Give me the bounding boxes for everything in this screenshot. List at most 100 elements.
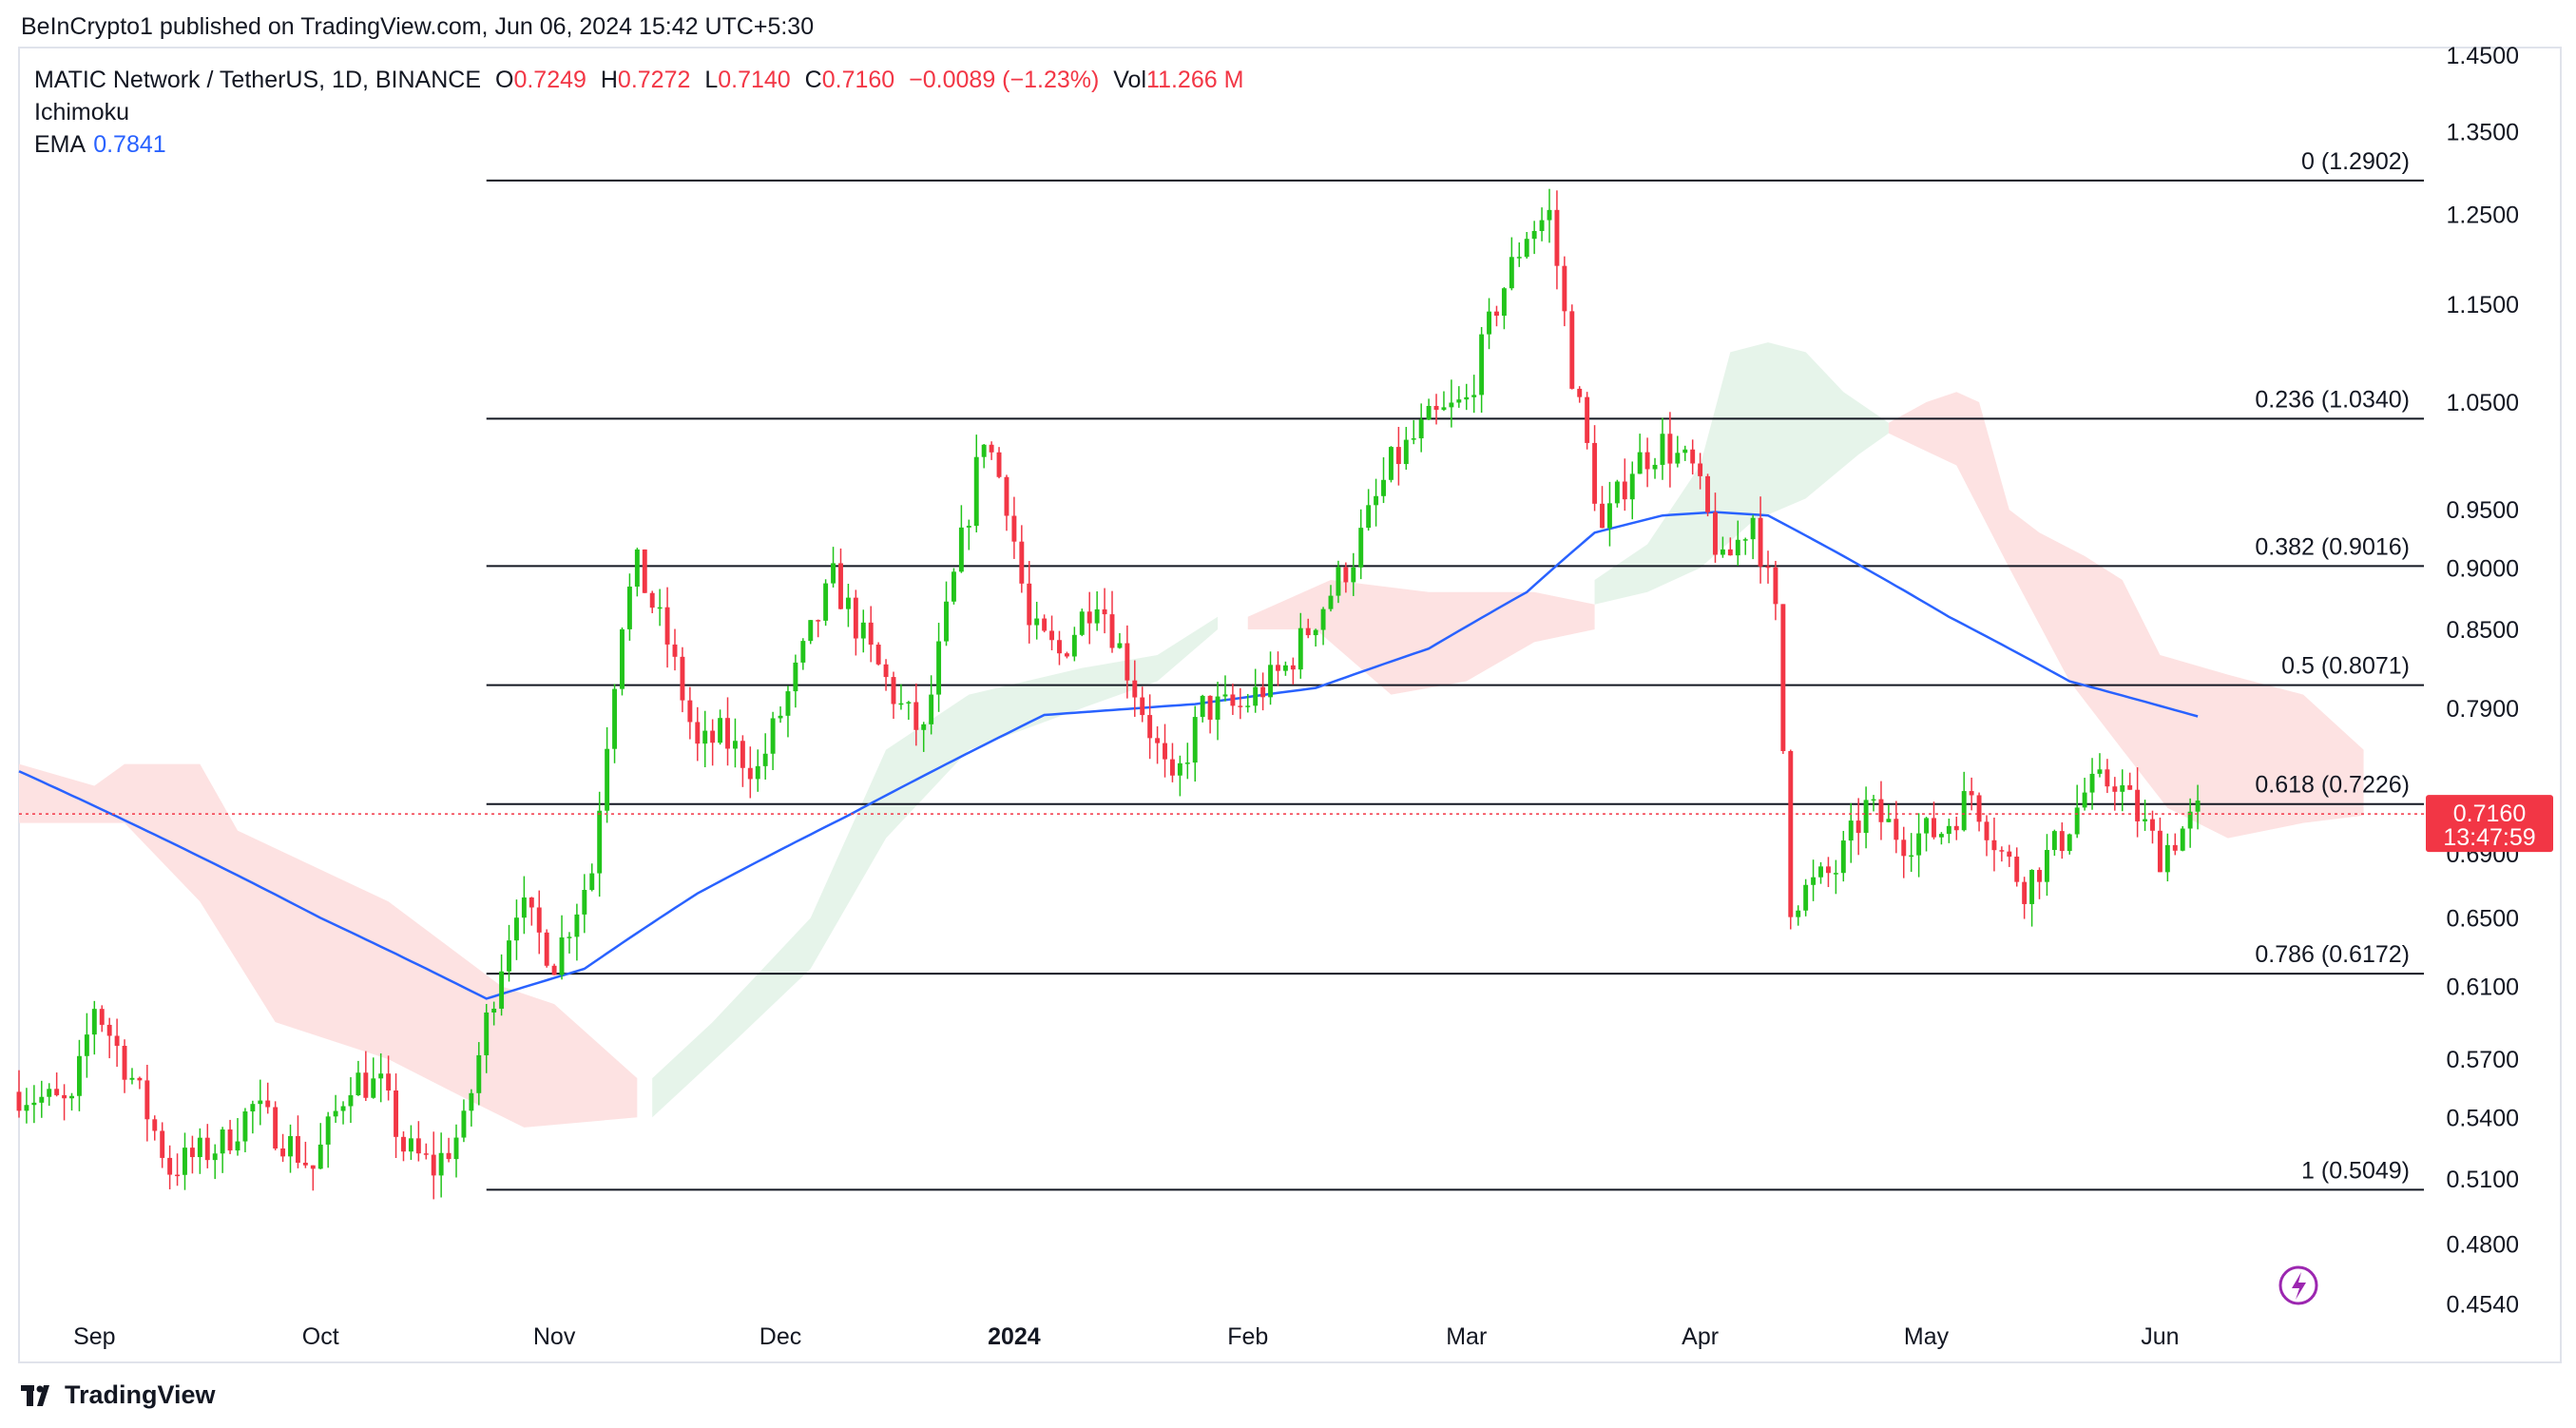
ohlc-open: O0.7249 (494, 67, 586, 93)
ohlc-close: C0.7160 (804, 67, 895, 93)
candle (1479, 326, 1485, 414)
candle (996, 447, 1002, 479)
lightning-icon[interactable] (2278, 1265, 2318, 1305)
candle (1034, 601, 1040, 640)
candle (642, 549, 647, 593)
candle (1192, 705, 1198, 782)
candle (2105, 759, 2110, 794)
candle (280, 1133, 286, 1163)
candle (1071, 627, 1077, 662)
candle (1585, 392, 1590, 450)
candle (227, 1119, 233, 1154)
candle (1177, 755, 1182, 797)
time-axis[interactable]: Sep Oct Nov Dec 2024 Feb Mar Apr May Jun (73, 1323, 2180, 1350)
time-tick-label: Jun (2141, 1323, 2179, 1350)
candle (1260, 672, 1266, 711)
candle (906, 701, 912, 721)
candle (2135, 767, 2141, 838)
candle (84, 1013, 89, 1078)
candle (258, 1079, 263, 1126)
candle (567, 932, 572, 954)
candle (2067, 833, 2072, 855)
price-tick-label: 1.1500 (2447, 292, 2519, 318)
indicator-ema[interactable]: EMA 0.7841 (34, 131, 166, 158)
candle (1411, 419, 1416, 445)
candle (1698, 453, 1703, 490)
candle (2037, 867, 2042, 899)
candle (1713, 492, 1718, 563)
ichimoku-cloud (19, 342, 2364, 1128)
candle (1547, 188, 1552, 243)
candle (2127, 772, 2133, 790)
candle (1464, 383, 1470, 411)
candle (521, 876, 527, 935)
candle (823, 579, 829, 627)
candle (718, 709, 723, 745)
cloud-segment-bull (652, 616, 1219, 1118)
candle (2112, 777, 2118, 811)
candle (747, 746, 753, 799)
candle (499, 954, 505, 1016)
candle (808, 620, 814, 645)
candle (831, 547, 836, 588)
price-tick-label: 0.6500 (2447, 906, 2519, 933)
candle (816, 619, 821, 638)
candle (1569, 304, 1575, 390)
fib-level-label: 0.382 (0.9016) (2255, 533, 2410, 560)
candle (1125, 625, 1130, 699)
candle (1282, 661, 1288, 676)
candle (1471, 375, 1477, 414)
candle (853, 589, 858, 656)
candle (340, 1101, 346, 1125)
candle (1253, 668, 1259, 713)
candle (1818, 861, 1823, 884)
candle (1351, 552, 1356, 596)
candle (1487, 298, 1492, 350)
candle (1140, 686, 1145, 723)
candle (122, 1039, 127, 1093)
candle (1894, 801, 1899, 854)
candle (1433, 394, 1439, 425)
candle (1132, 660, 1138, 717)
candle (1531, 221, 1537, 255)
candle (1509, 237, 1514, 291)
time-tick-label: Feb (1227, 1323, 1268, 1350)
candle (1901, 826, 1907, 878)
candle (446, 1137, 452, 1163)
candle (1780, 604, 1786, 755)
candle (1614, 479, 1620, 508)
candle (1524, 232, 1529, 260)
candle (1230, 684, 1236, 716)
fib-level-label: 1 (0.5049) (2301, 1157, 2410, 1184)
candle (612, 684, 618, 763)
current-price-label: 0.7160 13:47:59 (2426, 795, 2553, 853)
tradingview-branding[interactable]: TradingView (21, 1380, 216, 1410)
candle (325, 1111, 331, 1168)
candle (1313, 628, 1318, 646)
candle (921, 722, 927, 752)
candle (582, 874, 587, 934)
candle (860, 609, 866, 653)
candle (944, 581, 949, 646)
candle (1803, 878, 1809, 917)
current-price: 0.7160 (2453, 801, 2526, 827)
candle (394, 1073, 399, 1159)
candle (929, 675, 934, 735)
indicator-ichimoku[interactable]: Ichimoku (34, 99, 130, 125)
candle (1426, 398, 1432, 420)
price-change: −0.0089 (−1.23%) (909, 67, 1100, 93)
candle (2089, 758, 2095, 810)
candle (106, 1017, 112, 1059)
candle (973, 434, 979, 532)
candle (1644, 437, 1650, 488)
candle (431, 1131, 436, 1200)
candle (1381, 456, 1386, 504)
candle (371, 1057, 376, 1099)
price-tick-label: 0.6100 (2447, 974, 2519, 1000)
time-tick-label: Sep (73, 1323, 115, 1350)
candle (2082, 778, 2087, 811)
ema-value: 0.7841 (93, 131, 166, 158)
time-tick-label: Mar (1446, 1323, 1487, 1350)
candle (1418, 403, 1424, 453)
